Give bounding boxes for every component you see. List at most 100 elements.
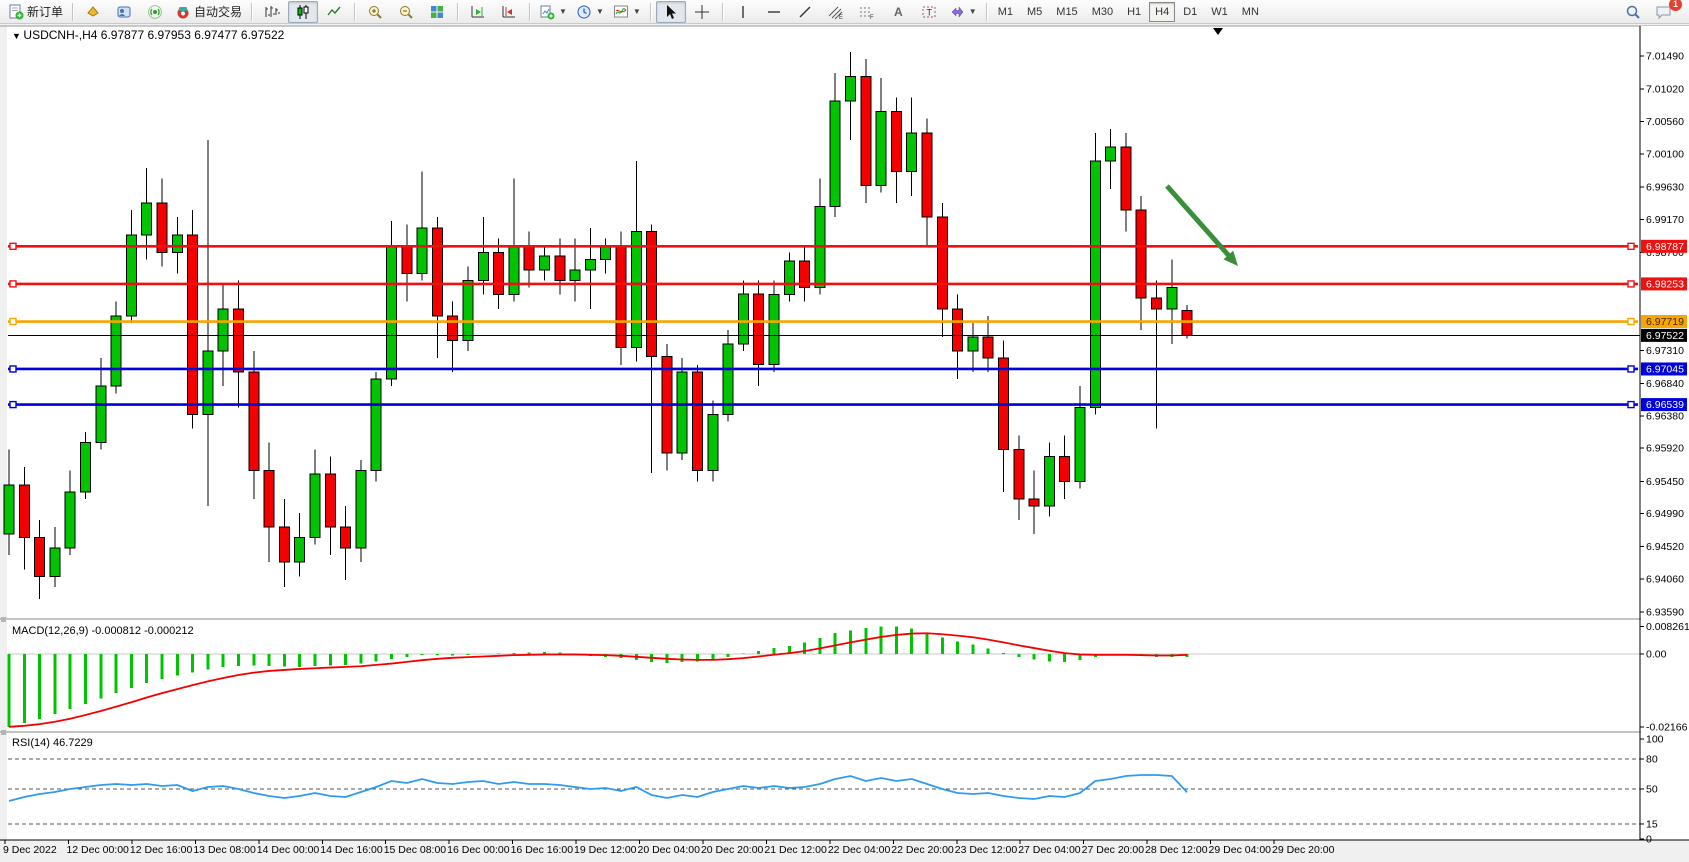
hline-anchor[interactable] <box>1627 242 1635 251</box>
market-watch-button[interactable] <box>78 1 108 23</box>
candle-bullish <box>845 75 856 102</box>
navigator-button[interactable] <box>109 1 139 23</box>
candle-bearish <box>18 484 30 539</box>
vertical-line-icon <box>742 5 744 18</box>
timeframe-W1[interactable]: W1 <box>1211 5 1228 18</box>
hline-anchor[interactable] <box>1627 280 1635 288</box>
candle-bearish <box>248 371 260 472</box>
time-label: 16 Dec 00:00 <box>447 844 510 856</box>
one-click-trading-arrow-icon[interactable]: ▼ <box>12 31 24 41</box>
timeframe-H1[interactable]: H1 <box>1127 5 1142 18</box>
auto-scroll-button[interactable] <box>463 1 493 23</box>
candle-bearish <box>860 75 872 187</box>
trend-arrow-head <box>1223 250 1238 266</box>
arrows-dropdown[interactable]: ▼ <box>945 1 981 23</box>
trendline-tool[interactable] <box>790 1 820 23</box>
fibonacci-tool[interactable]: F <box>852 1 882 23</box>
cursor-icon <box>666 4 676 19</box>
hline-price-label-6.97719-tag <box>1641 315 1687 329</box>
autotrading-button[interactable]: 自动交易 <box>171 1 246 23</box>
macd-tick-label: -0.02166 <box>1646 722 1688 734</box>
zoom-in-button[interactable] <box>360 1 390 23</box>
dropdown-caret: ▼ <box>595 7 604 16</box>
hline-anchor[interactable] <box>1627 317 1635 326</box>
periods-dropdown[interactable]: ▼ <box>572 1 608 23</box>
price-chart-canvas[interactable]: 7.01490 7.01020 7.00560 7.00100 6.99630 6.991… <box>0 24 1689 862</box>
chart-title: ▼ USDCNH-,H4 6.97877 6.97953 6.97477 6.9… <box>12 28 284 42</box>
timeframe-M5[interactable]: M5 <box>1027 5 1043 18</box>
price-tick-label: 7.00560 <box>1646 116 1684 128</box>
timeframe-H4[interactable]: H4 <box>1149 1 1176 22</box>
navigator-icon <box>117 6 131 17</box>
separator-main-macd-grip[interactable] <box>1 617 6 622</box>
new-chart-dropdown[interactable]: ▼ <box>535 1 571 23</box>
rsi-tick-label: 80 <box>1646 754 1658 766</box>
text-label-tool[interactable]: T <box>914 1 944 23</box>
chart-shift-button[interactable] <box>494 1 524 23</box>
time-label: 14 Dec 00:00 <box>257 844 320 856</box>
crosshair-tool-button[interactable] <box>687 1 717 23</box>
separator-macd-rsi-grip[interactable] <box>1 730 6 735</box>
timeframe-M30[interactable]: M30 <box>1091 5 1114 18</box>
cursor-tool-button[interactable] <box>655 0 686 23</box>
candle-bearish <box>493 251 505 296</box>
hline-anchor[interactable] <box>9 365 17 373</box>
hline-anchor[interactable] <box>9 280 17 288</box>
timeframe-MN[interactable]: MN <box>1241 5 1259 18</box>
svg-text:T: T <box>926 7 932 17</box>
chart-shift-marker[interactable] <box>1213 28 1223 35</box>
line-chart-button[interactable] <box>319 1 349 23</box>
text-label-icon: T <box>922 6 936 17</box>
candle-bullish <box>1074 406 1086 482</box>
rsi-tick-label: 100 <box>1646 734 1664 746</box>
vertical-line-tool[interactable] <box>728 1 758 23</box>
macd-signal-line <box>8 632 1188 728</box>
timeframe-M15[interactable]: M15 <box>1056 5 1078 18</box>
hline-price-label-6.96539-tag <box>1641 398 1687 412</box>
rsi-value: 46.7229 <box>52 737 93 749</box>
hline-anchor[interactable] <box>9 400 17 409</box>
equidistant-channel-tool[interactable]: E <box>821 1 851 23</box>
candlestick-chart-button[interactable] <box>288 0 319 23</box>
chat-button[interactable]: 1 <box>1649 0 1682 23</box>
hlines-layer <box>8 242 1640 409</box>
candle-bearish <box>233 308 244 373</box>
timeframe-M1[interactable]: M1 <box>997 5 1013 18</box>
search-icon <box>1626 5 1640 19</box>
crosshair-icon <box>694 4 709 19</box>
macd-indicator-label: MACD(12,26,9) -0.000812 -0.000212 <box>12 625 194 637</box>
price-tick-label: 6.97310 <box>1646 345 1684 357</box>
time-label: 22 Dec 20:00 <box>891 844 954 856</box>
new-order-button[interactable]: 新订单 <box>4 1 67 23</box>
candle-bullish <box>171 234 183 253</box>
hline-anchor[interactable] <box>9 242 17 251</box>
time-label: 19 Dec 12:00 <box>574 844 637 856</box>
hline-anchor[interactable] <box>9 317 17 326</box>
trend-arrow-annotation[interactable] <box>1165 184 1235 262</box>
indicators-dropdown[interactable]: ▼ <box>609 1 645 23</box>
price-tick-label: 6.99630 <box>1646 181 1684 193</box>
candle-bullish <box>1105 146 1117 162</box>
zoom-out-button[interactable] <box>391 1 421 23</box>
time-axis[interactable]: 9 Dec 2022 12 Dec 00:00 12 Dec 16:00 13 Dec… <box>0 839 1689 856</box>
signals-button[interactable] <box>140 1 170 23</box>
hline-anchor[interactable] <box>1627 400 1635 409</box>
search-button[interactable] <box>1618 1 1648 23</box>
candle-bullish <box>386 244 397 380</box>
candle-bearish <box>753 293 765 365</box>
bar-chart-icon <box>265 5 281 17</box>
time-label: 20 Dec 04:00 <box>638 844 701 856</box>
chart-title-symbol: USDCNH-,H4 <box>23 28 98 42</box>
horizontal-line-tool[interactable] <box>759 1 789 23</box>
zoom-out-icon <box>400 5 413 19</box>
hline-price-label-6.98787: 6.98787 <box>1646 241 1684 253</box>
hline-anchor[interactable] <box>1627 365 1635 373</box>
bar-chart-button[interactable] <box>257 1 287 23</box>
timeframe-D1[interactable]: D1 <box>1183 5 1198 18</box>
macd-name: MACD(12,26,9) <box>12 625 89 637</box>
candle-bullish <box>309 473 321 539</box>
time-label: 27 Dec 04:00 <box>1018 844 1081 856</box>
text-tool[interactable]: A <box>883 1 913 23</box>
price-axis[interactable]: 7.01490 7.01020 7.00560 7.00100 6.99630 6.991… <box>1639 26 1689 846</box>
tile-windows-button[interactable] <box>422 1 452 23</box>
